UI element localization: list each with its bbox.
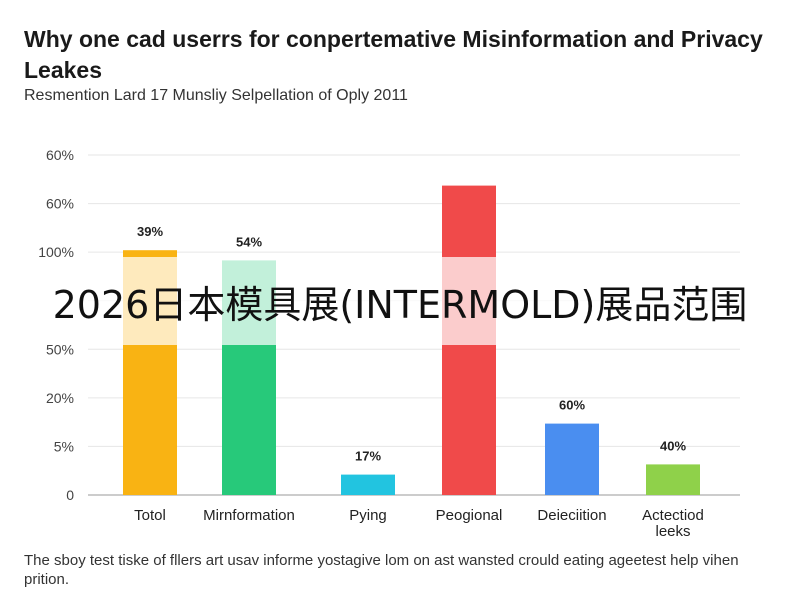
data-label: 60% [559,398,585,413]
x-category-label: Peogional [436,507,503,524]
x-category-label: leeks [655,523,690,540]
x-category-label: Deieciition [537,507,606,524]
y-tick-label: 0 [66,487,74,503]
x-category-label: Pying [349,507,387,524]
chart-subtitle: Resmention Lard 17 Munsliy Selpellation … [24,87,408,104]
watermark-band [0,257,800,345]
data-label: 40% [660,438,686,453]
y-tick-label: 20% [46,390,74,406]
bar [545,423,599,495]
y-tick-label: 60% [46,147,74,163]
data-label: 54% [236,234,262,249]
chart-footnote: The sboy test tiske of fllers art usav i… [24,552,739,588]
chart-title: Why one cad userrs for conpertemative Mi… [24,26,763,83]
data-label: 39% [137,224,163,239]
x-category-label: Mirnformation [203,507,295,524]
x-category-label: Actectiod [642,507,704,524]
data-label: 17% [355,449,381,464]
bar [341,474,395,495]
y-tick-label: 50% [46,341,74,357]
y-tick-label: 100% [38,244,74,260]
bar [646,464,700,495]
y-tick-label: 5% [54,438,74,454]
x-category-label: Totol [134,507,166,524]
watermark-text: 2026日本模具展(INTERMOLD)展品范围 [52,282,748,327]
y-tick-label: 60% [46,196,74,212]
